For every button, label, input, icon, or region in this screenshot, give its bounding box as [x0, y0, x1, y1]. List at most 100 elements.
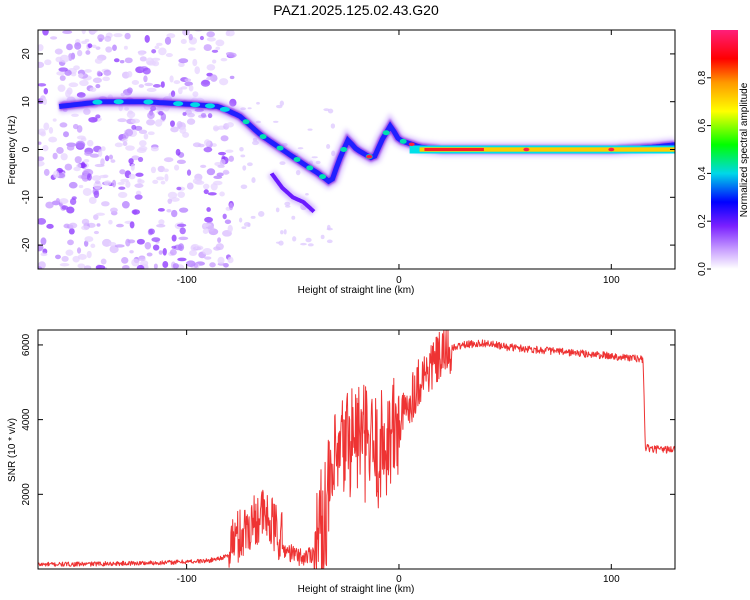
noise-speck [190, 244, 198, 252]
noise-speck [156, 176, 165, 181]
noise-speck [182, 30, 190, 36]
noise-speck [203, 147, 213, 153]
noise-speck [138, 129, 148, 134]
noise-speck [216, 172, 224, 177]
noise-speck [147, 131, 155, 136]
noise-speck [81, 30, 86, 35]
noise-speck [61, 205, 69, 210]
noise-speck [144, 34, 150, 43]
noise-speck [199, 35, 204, 41]
noise-speck [207, 224, 215, 232]
snr-series-line [38, 330, 675, 569]
noise-speck [83, 265, 92, 269]
x-tick-label: 100 [603, 574, 620, 585]
noise-speck [160, 180, 166, 185]
bottom-y-ticks: 2000 4000 6000 [21, 333, 675, 505]
noise-speck [104, 155, 110, 162]
noise-speck [68, 222, 78, 229]
snr-frame [37, 329, 676, 570]
noise-speck [217, 237, 222, 243]
noise-speck [158, 110, 164, 116]
ridge-blob [276, 145, 284, 151]
noise-speck [167, 198, 173, 204]
noise-speck [61, 255, 69, 262]
noise-speck [200, 112, 207, 118]
noise-speck [113, 58, 120, 63]
noise-speck [307, 128, 313, 131]
noise-speck [172, 263, 179, 269]
ridge-hotspot [608, 147, 615, 152]
noise-speck [186, 118, 196, 125]
noise-speck [125, 238, 131, 247]
noise-speck [222, 169, 230, 175]
x-tick-label: 0 [396, 574, 402, 585]
noise-speck [76, 92, 86, 98]
noise-speck [73, 65, 80, 71]
noise-speck [224, 219, 232, 225]
ridge-hotspot [408, 142, 415, 147]
noise-speck [326, 227, 333, 231]
noise-speck [220, 135, 229, 142]
noise-speck [38, 141, 42, 145]
colorbar-gradient [711, 30, 738, 269]
noise-speck [94, 163, 105, 168]
noise-speck [62, 30, 73, 35]
noise-speck [85, 50, 91, 55]
noise-speck [59, 75, 66, 81]
noise-speck [50, 36, 58, 40]
noise-speck [162, 248, 167, 256]
noise-speck [204, 256, 212, 260]
noise-speck [177, 191, 185, 198]
noise-speck [170, 197, 180, 202]
noise-speck [206, 31, 215, 38]
noise-speck [153, 263, 158, 269]
noise-speck [112, 44, 117, 51]
colorbar-tick-label: 0.4 [697, 166, 708, 180]
noise-speck [59, 54, 70, 63]
noise-speck [156, 223, 166, 228]
noise-speck [63, 131, 69, 138]
noise-speck [75, 140, 86, 149]
noise-speck [103, 69, 112, 76]
noise-speck [192, 58, 198, 67]
noise-speck [52, 118, 57, 122]
noise-speck [83, 240, 89, 247]
ridge-blob [399, 138, 407, 144]
noise-speck [154, 45, 160, 50]
noise-speck [178, 58, 189, 64]
noise-speck [135, 190, 142, 196]
noise-speck [123, 45, 128, 50]
noise-speck [116, 223, 124, 228]
noise-speck [108, 219, 113, 225]
noise-speck [315, 160, 321, 165]
noise-speck [42, 30, 49, 36]
noise-speck [206, 76, 214, 81]
noise-speck [56, 71, 65, 76]
noise-speck [305, 192, 309, 196]
noise-speck [170, 90, 176, 98]
noise-speck [38, 217, 47, 225]
noise-speck [112, 179, 117, 188]
noise-speck [89, 153, 100, 158]
noise-speck [121, 256, 129, 264]
bottom-x-ticks: -100 0 100 [177, 330, 620, 585]
noise-speck [188, 47, 196, 51]
ridge-blob [143, 99, 154, 105]
noise-speck [138, 140, 147, 147]
noise-speck [178, 243, 185, 252]
noise-speck [207, 113, 213, 119]
noise-speck [97, 34, 105, 41]
noise-speck [79, 79, 89, 87]
noise-speck [171, 234, 177, 242]
noise-speck [188, 33, 193, 41]
x-tick-label: 0 [396, 275, 402, 286]
top-y-ticks: -20 -10 0 10 20 [21, 48, 675, 252]
noise-speck [202, 228, 209, 234]
noise-speck [176, 159, 186, 165]
y-tick-label: 4000 [21, 408, 32, 431]
noise-speck [326, 144, 331, 150]
noise-speck [179, 227, 186, 235]
ridge-blob [204, 103, 215, 109]
noise-speck [162, 260, 169, 268]
noise-speck [171, 209, 178, 218]
